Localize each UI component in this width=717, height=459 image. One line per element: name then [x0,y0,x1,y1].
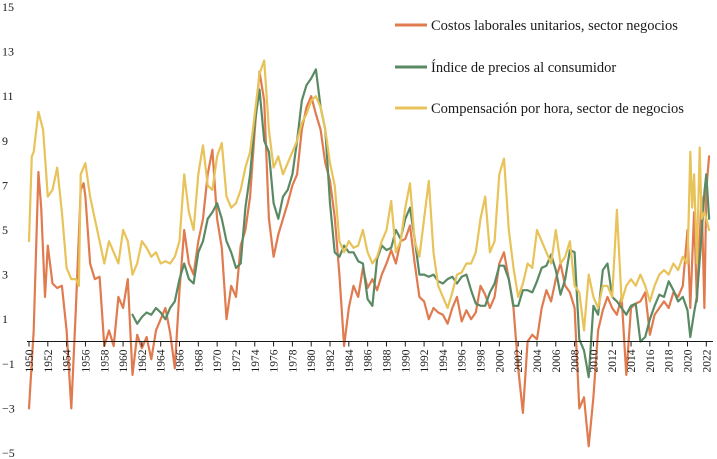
series-line-2 [27,59,711,332]
legend-label-1: Índice de precios al consumidor [431,59,616,76]
x-tick-label: 2002 [513,349,525,372]
x-tick-label: 2008 [570,349,582,372]
y-tick-label: 15 [2,0,14,14]
x-tick-label: 2004 [532,349,544,372]
x-tick-label: 2016 [645,349,657,372]
x-tick-label: 2006 [551,349,563,372]
y-tick-label: 1 [2,312,8,326]
x-tick-label: 2020 [683,349,695,372]
y-tick-label: 7 [2,178,8,192]
x-tick-label: 1998 [476,349,488,372]
x-tick-label: 1964 [156,349,168,372]
legend-label-0: Costos laborales unitarios, sector negoc… [431,18,678,34]
x-tick-label: 1974 [250,349,262,372]
x-tick-label: 1996 [457,349,469,372]
y-tick-label: 13 [2,45,14,59]
y-tick-label: 9 [2,134,8,148]
x-tick-label: 1958 [99,349,111,372]
x-tick-label: 1966 [175,349,187,372]
x-tick-label: 2022 [701,349,713,372]
x-tick-label: 1954 [62,349,74,372]
x-tick-label: 2014 [626,349,638,372]
x-tick-label: 1984 [344,349,356,372]
legend: Costos laborales unitarios, sector negoc… [395,18,684,117]
x-tick-label: 1972 [231,349,243,372]
x-tick-label: 1990 [400,349,412,372]
x-axis-tick-labels: 1950 1952 1954 1956 1958 1960 1962 1964 1966 1968… [24,341,713,373]
series-line-1 [131,68,711,379]
series-lines [27,59,711,448]
x-tick-label: 1988 [382,349,394,372]
x-tick-label: 1982 [325,349,337,372]
x-tick-label: 1976 [269,349,281,372]
x-tick-label: 1956 [80,349,92,372]
x-tick-label: 1968 [193,349,205,372]
x-tick-label: 1960 [118,349,130,372]
y-tick-label: 11 [2,89,14,103]
x-tick-label: 1992 [419,349,431,372]
x-tick-label: 1978 [287,349,299,372]
y-tick-label: −5 [2,446,15,459]
x-tick-label: 1950 [24,349,36,372]
legend-label-2: Compensación por hora, sector de negocio… [431,101,684,117]
x-tick-label: 2018 [664,349,676,372]
x-tick-label: 1962 [137,349,149,372]
y-tick-label: 5 [2,223,8,237]
x-tick-label: 2010 [588,349,600,372]
x-tick-label: 1952 [43,349,55,372]
x-tick-label: 1970 [212,349,224,372]
y-tick-label: 3 [2,268,8,282]
x-tick-label: 1986 [363,349,375,372]
x-tick-label: 1980 [306,349,318,372]
x-tick-label: 1994 [438,349,450,372]
y-tick-label: −1 [2,357,15,371]
x-tick-label: 2012 [607,349,619,372]
y-tick-label: −3 [2,401,15,415]
x-tick-label: 2000 [494,349,506,372]
